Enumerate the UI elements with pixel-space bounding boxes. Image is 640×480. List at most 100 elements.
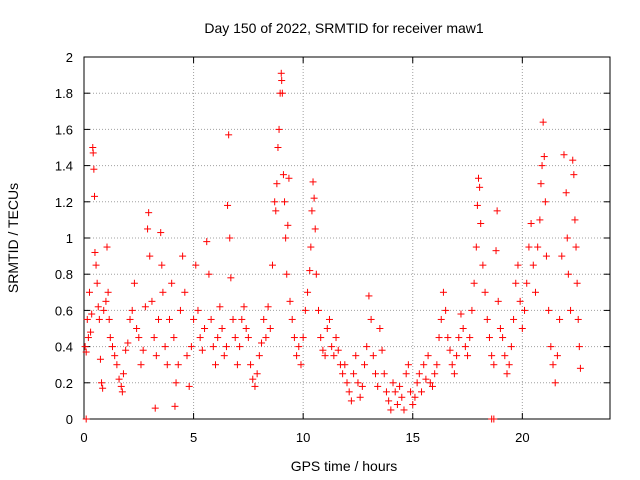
data-point (494, 297, 502, 305)
data-point (264, 303, 272, 311)
data-point (196, 334, 204, 342)
y-tick-label: 2 (66, 50, 73, 65)
data-point (541, 198, 549, 206)
data-point (470, 279, 478, 287)
y-tick-label: 0.6 (55, 303, 73, 318)
data-point (457, 310, 465, 318)
data-point (128, 306, 136, 314)
data-point (226, 234, 234, 242)
data-point (369, 352, 377, 360)
data-point (492, 247, 500, 255)
data-point (119, 370, 127, 378)
data-point (205, 270, 213, 278)
data-point (222, 343, 230, 351)
x-tick-label: 5 (190, 430, 197, 445)
data-point (201, 325, 209, 332)
data-point (275, 125, 283, 133)
data-point (231, 334, 239, 342)
data-point (473, 201, 481, 209)
data-point (415, 370, 423, 378)
data-point (187, 343, 195, 351)
data-point (363, 343, 371, 351)
x-tick-label: 20 (515, 430, 529, 445)
data-point (514, 261, 522, 269)
data-point (428, 382, 436, 390)
data-point (572, 243, 580, 251)
data-point (367, 315, 375, 323)
data-points (81, 69, 584, 423)
data-point (382, 388, 390, 396)
data-point (304, 288, 312, 296)
data-point (378, 346, 386, 354)
data-point (272, 207, 280, 215)
y-tick-label: 0 (66, 412, 73, 427)
data-point (539, 118, 547, 126)
data-point (279, 171, 287, 179)
data-point (402, 370, 410, 378)
y-tick-label: 0.8 (55, 267, 73, 282)
data-point (293, 352, 301, 360)
data-point (387, 406, 395, 414)
data-point (284, 221, 292, 229)
data-point (185, 382, 193, 390)
data-point (148, 297, 156, 305)
data-point (407, 388, 415, 396)
data-point (218, 325, 226, 332)
data-point (92, 261, 100, 269)
y-tick-label: 1 (66, 231, 73, 246)
data-point (102, 297, 110, 305)
data-point (437, 315, 445, 323)
data-point (87, 328, 95, 336)
data-point (468, 306, 476, 314)
data-point (332, 334, 340, 342)
data-point (481, 288, 489, 296)
data-point (115, 375, 123, 383)
chart-title: Day 150 of 2022, SRMTID for receiver maw… (204, 20, 484, 36)
data-point (130, 279, 138, 287)
data-point (380, 370, 388, 378)
data-point (179, 252, 187, 260)
data-point (376, 325, 384, 332)
data-point (488, 352, 496, 360)
data-point (236, 343, 244, 351)
data-point (341, 361, 349, 369)
data-point (255, 352, 263, 360)
data-point (244, 334, 252, 342)
data-point (253, 370, 261, 378)
data-point (286, 297, 294, 305)
data-point (493, 207, 501, 215)
data-point (411, 393, 419, 401)
data-point (104, 288, 112, 296)
data-point (567, 306, 575, 314)
x-tick-label: 0 (80, 430, 87, 445)
data-point (371, 370, 379, 378)
x-tick-label: 10 (296, 430, 310, 445)
data-point (83, 315, 91, 323)
data-point (214, 334, 222, 342)
data-point (118, 388, 126, 396)
data-point (426, 379, 434, 387)
data-point (404, 361, 412, 369)
data-point (576, 364, 584, 372)
data-point (551, 379, 559, 387)
data-point (274, 144, 282, 151)
data-point (91, 248, 99, 256)
data-point (328, 343, 336, 351)
data-point (347, 397, 355, 405)
data-point (171, 402, 179, 410)
data-point (194, 306, 202, 314)
data-point (89, 149, 97, 157)
data-point (150, 334, 158, 342)
data-point (82, 415, 90, 423)
data-point (542, 252, 550, 260)
data-point (563, 234, 571, 242)
data-point (282, 234, 290, 242)
data-point (103, 243, 111, 251)
data-point (170, 334, 178, 342)
data-point (271, 198, 279, 206)
data-point (409, 401, 417, 409)
data-point (198, 346, 206, 354)
data-point (396, 382, 404, 390)
data-point (556, 315, 564, 323)
